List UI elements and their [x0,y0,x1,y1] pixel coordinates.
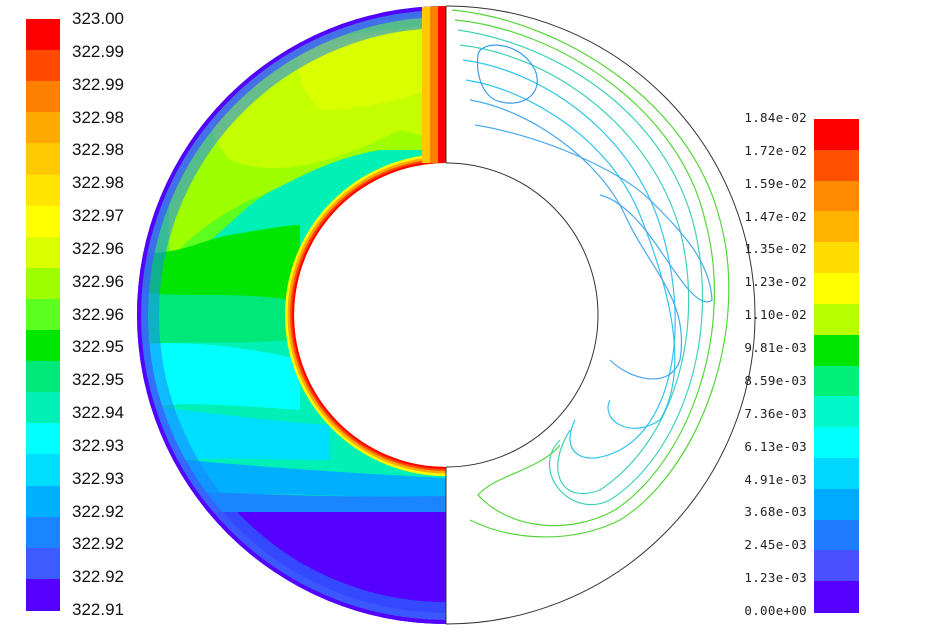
legend-tick-label: 4.91e-03 [744,471,807,487]
legend-tick-label: 1.84e-02 [744,110,807,125]
legend-tick-label: 322.95 [72,370,124,390]
legend-tick-label: 322.96 [72,271,124,291]
streamline-contours [451,9,730,538]
legend-tick-label: 1.72e-02 [744,142,807,158]
legend-swatch [26,454,60,487]
legend-swatch [26,578,60,611]
legend-tick-label: 322.92 [72,567,124,587]
legend-tick-label: 7.36e-03 [744,405,807,421]
legend-swatch [26,50,60,82]
legend-swatch [814,550,859,582]
legend-tick-label: 2.45e-03 [744,537,807,553]
legend-tick-label: 1.10e-02 [744,307,807,323]
legend-tick-label: 322.98 [72,140,124,160]
legend-tick-label: 322.92 [72,534,124,554]
legend-tick-label: 322.96 [72,304,124,324]
legend-tick-label: 1.59e-02 [744,175,807,191]
legend-swatch [814,211,859,243]
domain-outlines [445,5,756,625]
legend-swatch [814,488,859,521]
legend-swatch [26,267,60,300]
legend-swatch [26,547,60,580]
legend-swatch [26,516,60,549]
legend-tick-label: 322.91 [72,600,124,619]
legend-swatch [814,427,859,459]
legend-swatch [26,205,60,238]
legend-swatch [26,19,60,51]
legend-tick-label: 1.35e-02 [744,241,807,257]
legend-tick-label: 3.68e-03 [744,504,807,520]
legend-tick-label: 1.23e-03 [744,570,807,586]
legend-tick-label: 322.98 [72,107,124,127]
legend-tick-label: 1.47e-02 [744,208,807,224]
legend-swatch [814,149,859,182]
legend-tick-label: 322.93 [72,468,124,488]
legend-swatch [26,423,60,456]
legend-swatch [26,81,60,113]
legend-swatch [26,330,60,362]
legend-tick-label: 322.94 [72,403,124,422]
temperature-filled-contours [137,6,446,624]
legend-swatch [814,396,859,428]
legend-swatch [814,457,859,490]
legend-tick-label: 322.99 [72,74,124,94]
legend-swatch [26,112,60,145]
legend-swatch [814,519,859,551]
legend-swatch [26,174,60,207]
legend-swatch [814,365,859,397]
legend-swatch [26,143,60,176]
legend-tick-label: 322.99 [72,41,124,61]
legend-swatch [814,119,859,151]
legend-tick-label: 322.98 [72,173,124,193]
legend-tick-label: 8.59e-03 [744,372,807,388]
legend-swatch [814,242,859,274]
legend-tick-label: 322.95 [72,337,124,357]
legend-swatch [26,298,60,331]
legend-swatch [26,361,60,393]
legend-swatch [814,303,859,336]
legend-tick-label: 322.92 [72,501,124,521]
legend-swatch [26,392,60,424]
legend-swatch [26,236,60,269]
legend-tick-label: 322.93 [72,435,124,455]
temperature-legend: 323.00 322.99 322.99 322.98 322.98 322.98 322.… [26,10,124,618]
legend-swatch [814,334,859,367]
legend-swatch [26,485,60,518]
legend-tick-label: 322.96 [72,238,124,258]
legend-tick-label: 323.00 [72,9,124,28]
legend-tick-label: 9.81e-03 [744,340,807,356]
legend-tick-label: 6.13e-03 [744,438,807,454]
legend-swatch [814,581,859,613]
legend-swatch [814,180,859,213]
legend-tick-label: 0.00e+00 [744,603,807,618]
legend-tick-label: 1.23e-02 [744,274,807,290]
legend-tick-label: 322.97 [72,206,124,225]
stream-function-legend: 1.84e-02 1.72e-02 1.59e-02 1.47e-02 1.35e-02… [744,111,859,617]
legend-swatch [814,273,859,305]
